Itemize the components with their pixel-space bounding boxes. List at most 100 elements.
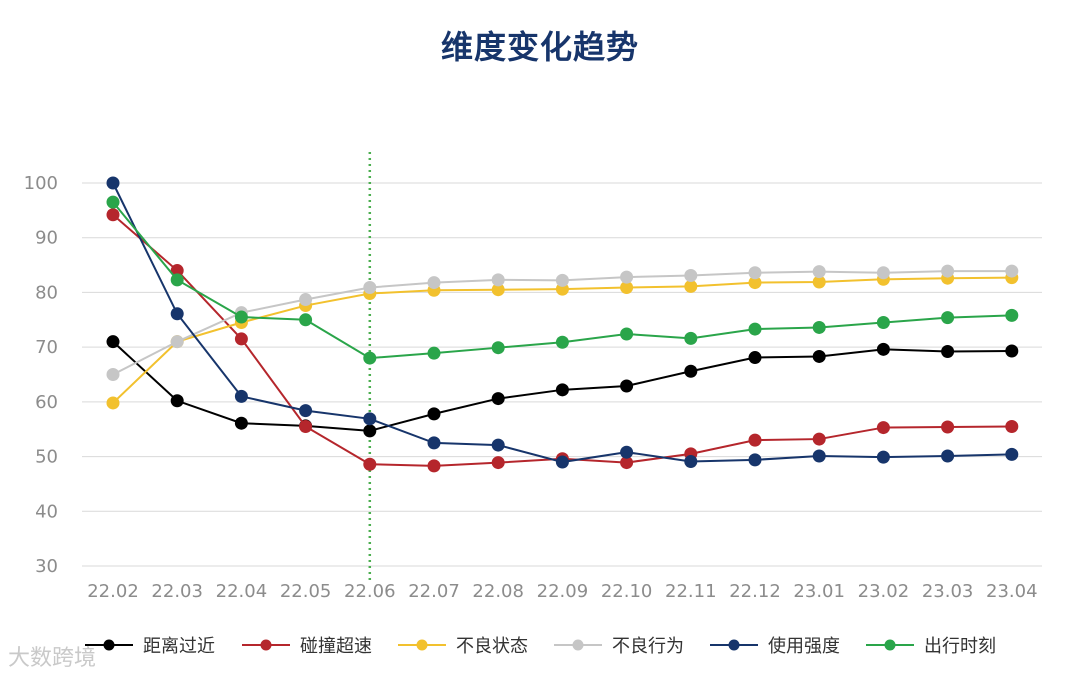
data-point: [812, 432, 826, 446]
data-point: [555, 273, 569, 287]
series-2: [106, 271, 1019, 410]
data-point: [491, 456, 505, 470]
data-point: [491, 392, 505, 406]
data-point: [620, 327, 634, 341]
data-point: [748, 322, 762, 336]
data-point: [427, 407, 441, 421]
legend-marker: [728, 639, 740, 651]
data-point: [1005, 419, 1019, 433]
legend-label: 不良行为: [612, 636, 684, 657]
data-point: [427, 276, 441, 290]
x-tick-label: 22.09: [537, 581, 589, 602]
data-point: [748, 453, 762, 467]
x-tick-label: 22.06: [344, 581, 396, 602]
data-point: [684, 331, 698, 345]
data-point: [941, 264, 955, 278]
data-point: [234, 332, 248, 346]
data-point: [555, 383, 569, 397]
legend-label: 碰撞超速: [300, 636, 372, 657]
legend-marker: [416, 639, 428, 651]
x-tick-label: 22.04: [216, 581, 268, 602]
series-lines: [106, 176, 1019, 473]
legend-marker: [260, 639, 272, 651]
y-tick-labels: 30 40 50 60 70 80 90 100: [24, 173, 58, 577]
data-point: [1005, 308, 1019, 322]
data-point: [299, 419, 313, 433]
data-point: [427, 436, 441, 450]
chart-title: 维度变化趋势: [440, 28, 639, 66]
data-point: [941, 420, 955, 434]
y-tick-label: 40: [35, 501, 58, 522]
legend-marker: [103, 639, 115, 651]
data-point: [106, 368, 120, 381]
x-tick-label: 22.11: [665, 581, 717, 602]
data-point: [748, 351, 762, 365]
data-point: [234, 389, 248, 403]
x-tick-label: 23.02: [858, 581, 910, 602]
data-point: [427, 346, 441, 360]
data-point: [1005, 344, 1019, 358]
legend-item: 距离过近: [85, 636, 215, 657]
legend: 距离过近 碰撞超速 不良状态 不良行为 使用强度 出行时刻: [85, 636, 996, 657]
data-point: [748, 433, 762, 447]
data-point: [106, 208, 120, 222]
data-point: [555, 455, 569, 469]
x-tick-label: 23.01: [793, 581, 845, 602]
data-point: [941, 345, 955, 359]
data-point: [876, 266, 890, 280]
legend-marker: [572, 639, 584, 651]
data-point: [812, 320, 826, 334]
data-point: [170, 394, 184, 408]
x-tick-label: 22.07: [408, 581, 460, 602]
x-tick-label: 22.02: [87, 581, 139, 602]
data-point: [812, 449, 826, 463]
data-point: [234, 416, 248, 430]
legend-item: 出行时刻: [866, 636, 996, 657]
y-tick-label: 80: [35, 282, 58, 303]
x-tick-label: 22.08: [472, 581, 524, 602]
legend-item: 不良行为: [554, 636, 684, 657]
data-point: [106, 195, 120, 209]
y-tick-label: 70: [35, 337, 58, 358]
legend-item: 碰撞超速: [242, 636, 372, 657]
data-point: [620, 379, 634, 393]
legend-label: 使用强度: [768, 636, 840, 657]
series-4: [106, 176, 1019, 469]
data-point: [106, 396, 120, 410]
watermark: 大数跨境: [8, 646, 97, 671]
data-point: [812, 265, 826, 279]
legend-label: 出行时刻: [924, 636, 996, 657]
data-point: [170, 335, 184, 349]
legend-item: 使用强度: [710, 636, 840, 657]
data-point: [684, 454, 698, 468]
y-tick-label: 50: [35, 447, 58, 468]
data-point: [299, 404, 313, 418]
data-point: [363, 351, 377, 365]
data-point: [876, 450, 890, 464]
data-point: [427, 459, 441, 473]
x-tick-label: 22.10: [601, 581, 653, 602]
data-point: [363, 281, 377, 295]
legend-label: 距离过近: [143, 636, 215, 657]
data-point: [170, 273, 184, 287]
y-tick-label: 60: [35, 392, 58, 413]
y-tick-label: 90: [35, 228, 58, 249]
data-point: [170, 307, 184, 321]
x-tick-label: 23.03: [922, 581, 974, 602]
data-point: [299, 293, 313, 307]
x-tick-label: 22.03: [151, 581, 203, 602]
data-point: [812, 349, 826, 363]
data-point: [1005, 264, 1019, 278]
series-5: [106, 195, 1019, 365]
data-point: [876, 421, 890, 435]
data-point: [876, 316, 890, 330]
legend-label: 不良状态: [456, 636, 528, 657]
legend-marker: [884, 639, 896, 651]
data-point: [363, 457, 377, 471]
grid-lines: [82, 182, 1042, 567]
data-point: [1005, 447, 1019, 461]
data-point: [620, 445, 634, 459]
data-point: [363, 424, 377, 438]
data-point: [876, 342, 890, 356]
data-point: [812, 275, 826, 289]
